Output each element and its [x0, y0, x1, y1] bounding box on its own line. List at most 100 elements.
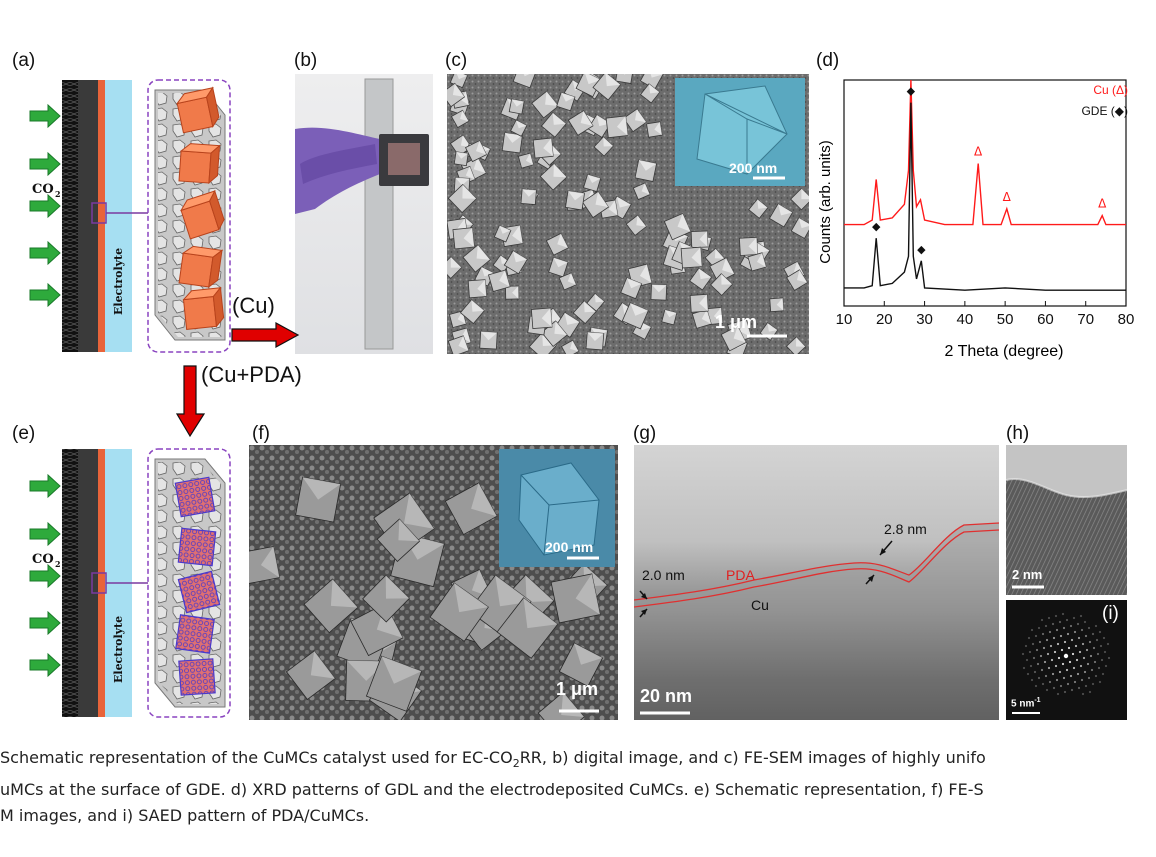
saed-spot: [1095, 638, 1099, 642]
saed-spot: [1090, 668, 1094, 672]
xrd-xtick-label: 50: [997, 311, 1014, 328]
panel-label-f: (f): [252, 423, 270, 444]
cube-particle: [452, 227, 475, 250]
saed-spot: [1027, 636, 1031, 640]
cube-particle: [501, 132, 523, 154]
xrd-legend-cu: Cu (Δ): [1093, 83, 1128, 97]
saed-spot: [1021, 652, 1025, 656]
cube-particle: [592, 74, 622, 101]
panel-label-d: (d): [816, 50, 840, 71]
cube-particle: [585, 331, 605, 351]
saed-spot: [1098, 680, 1102, 684]
saed-spot: [1063, 690, 1067, 694]
xrd-peak-marker: ◆: [907, 85, 916, 98]
xrd-xtick-label: 30: [916, 311, 933, 328]
cube-particle: [747, 252, 767, 272]
saed-spot: [1031, 642, 1035, 646]
saed-spot: [1076, 672, 1080, 676]
saed-spot: [1087, 626, 1091, 630]
cube-particle: [520, 188, 537, 205]
cube-particle: [365, 655, 423, 712]
photo-b: [295, 74, 433, 354]
saed-spot: [1084, 684, 1088, 688]
cube-particle: [467, 279, 487, 299]
saed-spot: [1044, 674, 1048, 678]
saed-spot: [1057, 656, 1061, 660]
cube-particle: [689, 267, 713, 291]
saed-spot: [1071, 652, 1075, 656]
cube-particle: [680, 246, 703, 269]
sem-f-drawing: [249, 445, 618, 720]
saed-spot: [1065, 618, 1069, 622]
tem-g-label-20: 2.0 nm: [642, 567, 685, 583]
saed-spot: [1077, 636, 1081, 640]
xrd-peak-marker: Δ: [974, 145, 983, 159]
cube-particle: [496, 597, 559, 659]
saed-spot: [1046, 652, 1050, 656]
tem-g-scale-label: 20 nm: [640, 686, 693, 706]
xrd-xtick-label: 40: [957, 311, 974, 328]
saed-spot: [1075, 658, 1079, 662]
cube-particle: [545, 232, 569, 256]
cube-particle: [581, 191, 610, 219]
saed-spot: [1055, 678, 1059, 682]
saed-spot: [1104, 664, 1108, 668]
cube-particle: [550, 573, 601, 624]
cube-particle: [572, 300, 597, 325]
saed-spot: [1059, 684, 1063, 688]
saed-spot: [1042, 646, 1046, 650]
caption-line-1-a: Schematic representation of the CuMCs ca…: [0, 748, 513, 767]
saed-image-i: (i) 5 nm-1: [1006, 600, 1127, 720]
tem-g-label-pda: PDA: [726, 567, 755, 583]
cube-particle: [548, 257, 569, 278]
sem-image-f: 200 nm 1 μm: [249, 445, 618, 720]
cu-arrow-label: (Cu): [232, 293, 275, 318]
saed-spot: [1087, 676, 1091, 680]
saed-spot: [1097, 666, 1101, 670]
xrd-xtick-label: 60: [1037, 311, 1054, 328]
cube-particle: [285, 650, 336, 701]
schematic-a-drawing: Electrolyte CO 2: [29, 79, 231, 353]
saed-spot: [1067, 646, 1071, 650]
co2-subscript: 2: [55, 189, 61, 199]
saed-i-scale-value: 5 nm: [1011, 698, 1035, 710]
saed-spot: [1032, 656, 1036, 660]
cube-particle: [691, 308, 712, 329]
hrtem-h-drawing: [1006, 445, 1127, 595]
cube-particle: [605, 115, 629, 139]
saed-spot: [1078, 650, 1082, 654]
cube-particle: [444, 482, 498, 536]
zoom-box: [147, 79, 231, 353]
xrd-series-line-0: [844, 79, 1126, 226]
saed-spot: [1091, 632, 1095, 636]
cube-particle: [583, 173, 602, 193]
saed-spot: [1061, 612, 1065, 616]
cu-arrow: [231, 322, 300, 348]
schematic-e: Electrolyte CO 2: [10, 445, 235, 720]
saed-spot: [1076, 622, 1080, 626]
cube-particle: [709, 257, 735, 283]
saed-spot: [1030, 678, 1034, 682]
saed-spot: [1033, 670, 1037, 674]
saed-spot: [1061, 662, 1065, 666]
saed-spot: [1058, 620, 1062, 624]
saed-spot: [1062, 676, 1066, 680]
saed-spot: [1079, 664, 1083, 668]
cube-particle: [690, 230, 709, 249]
xrd-chart: 10 20 30 40 50 60 70 80 Δ Δ Δ ◆ ◆ ◆ Counts (arb. uni…: [817, 79, 1134, 360]
panel-label-c: (c): [445, 50, 468, 71]
caption-line-1-b: RR, b) digital image, and c) FE-SEM imag…: [519, 748, 986, 767]
electrolyte-label-e: Electrolyte: [112, 616, 125, 683]
panel-label-g: (g): [633, 423, 657, 444]
panel-label-e: (e): [12, 423, 36, 444]
cube-particle: [303, 578, 359, 634]
tem-g-label-28: 2.8 nm: [884, 521, 927, 537]
saed-spot: [1066, 682, 1070, 686]
saed-spot: [1051, 622, 1055, 626]
xrd-ylabel: Counts (arb. units): [817, 140, 834, 263]
saed-spot: [1056, 642, 1060, 646]
saed-spot: [1073, 630, 1077, 634]
cube-particle: [540, 112, 567, 138]
panel-label-a: (a): [12, 50, 36, 71]
cube-particle: [530, 307, 553, 330]
